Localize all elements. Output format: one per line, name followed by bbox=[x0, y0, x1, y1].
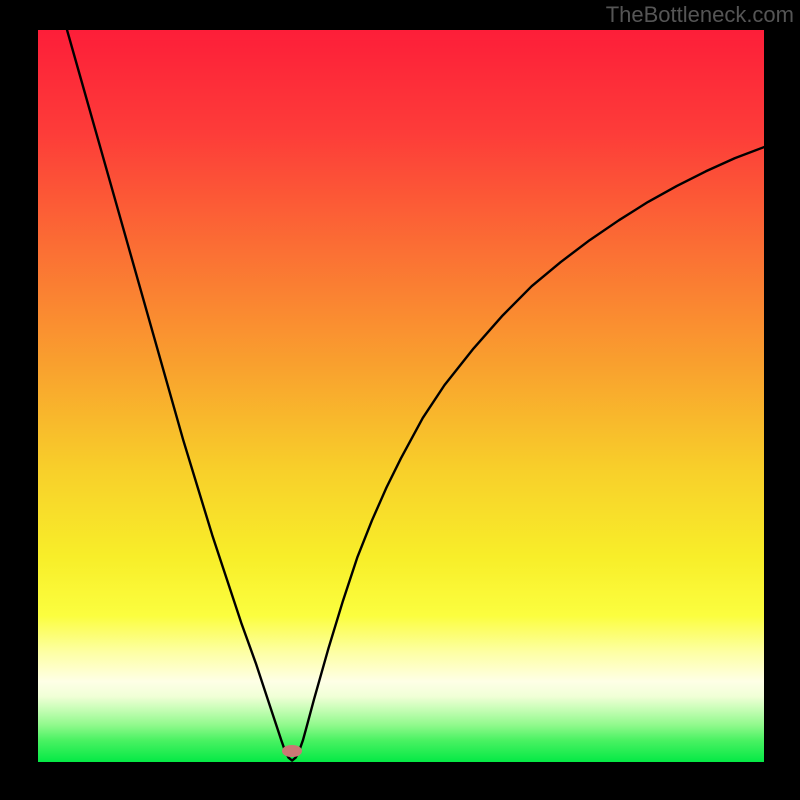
plot-area bbox=[38, 30, 764, 762]
watermark-text: TheBottleneck.com bbox=[606, 2, 794, 28]
bottleneck-curve-path bbox=[67, 30, 764, 761]
bottleneck-curve bbox=[38, 30, 764, 762]
optimal-point-marker bbox=[282, 745, 302, 757]
